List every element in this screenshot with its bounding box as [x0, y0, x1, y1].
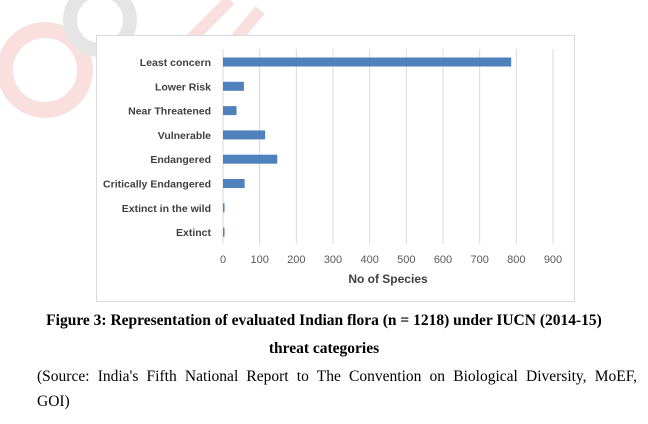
y-category-label: Near Threatened: [128, 106, 211, 118]
y-category-label: Vulnerable: [158, 130, 211, 142]
x-tick-label: 900: [544, 254, 562, 266]
x-tick-label: 0: [220, 254, 226, 266]
bar-chart: 0 100 200 300 400 500 600 700 800 900 Least concer…: [103, 49, 562, 286]
x-tick-label: 100: [250, 254, 268, 266]
bar-endangered: [223, 154, 278, 164]
bar-vulnerable: [223, 130, 266, 140]
bar-critically-endangered: [223, 179, 245, 188]
bar-least-concern: [223, 57, 512, 67]
y-category-label: Extinct: [176, 227, 212, 239]
x-axis-title: No of Species: [348, 272, 428, 286]
source-line1: (Source: India's Fifth National Report t…: [37, 368, 637, 385]
x-tick-label: 300: [324, 254, 342, 266]
x-tick-label: 500: [397, 254, 415, 266]
y-category-label: Critically Endangered: [103, 179, 211, 191]
y-category-label: Endangered: [150, 154, 211, 166]
chart-container: 0 100 200 300 400 500 600 700 800 900 Least concer…: [96, 35, 575, 302]
source-line2: GOI): [37, 393, 70, 410]
x-tick-label: 600: [434, 254, 452, 266]
figure-caption-line1: Figure 3: Representation of evaluated In…: [46, 312, 602, 329]
bar-extinct-in-the-wild: [223, 203, 225, 213]
figure-caption-line2: threat categories: [268, 340, 380, 357]
x-tick-label: 700: [470, 254, 488, 266]
x-tick-label: 400: [360, 254, 378, 266]
bar-near-threatened: [223, 106, 237, 116]
bar-extinct: [223, 227, 225, 237]
y-category-label: Least concern: [140, 57, 211, 69]
y-category-label: Extinct in the wild: [122, 203, 211, 215]
x-tick-label: 200: [287, 254, 305, 266]
y-category-label: Lower Risk: [155, 81, 211, 93]
x-tick-label: 800: [507, 254, 525, 266]
bar-lower-risk: [223, 81, 244, 91]
